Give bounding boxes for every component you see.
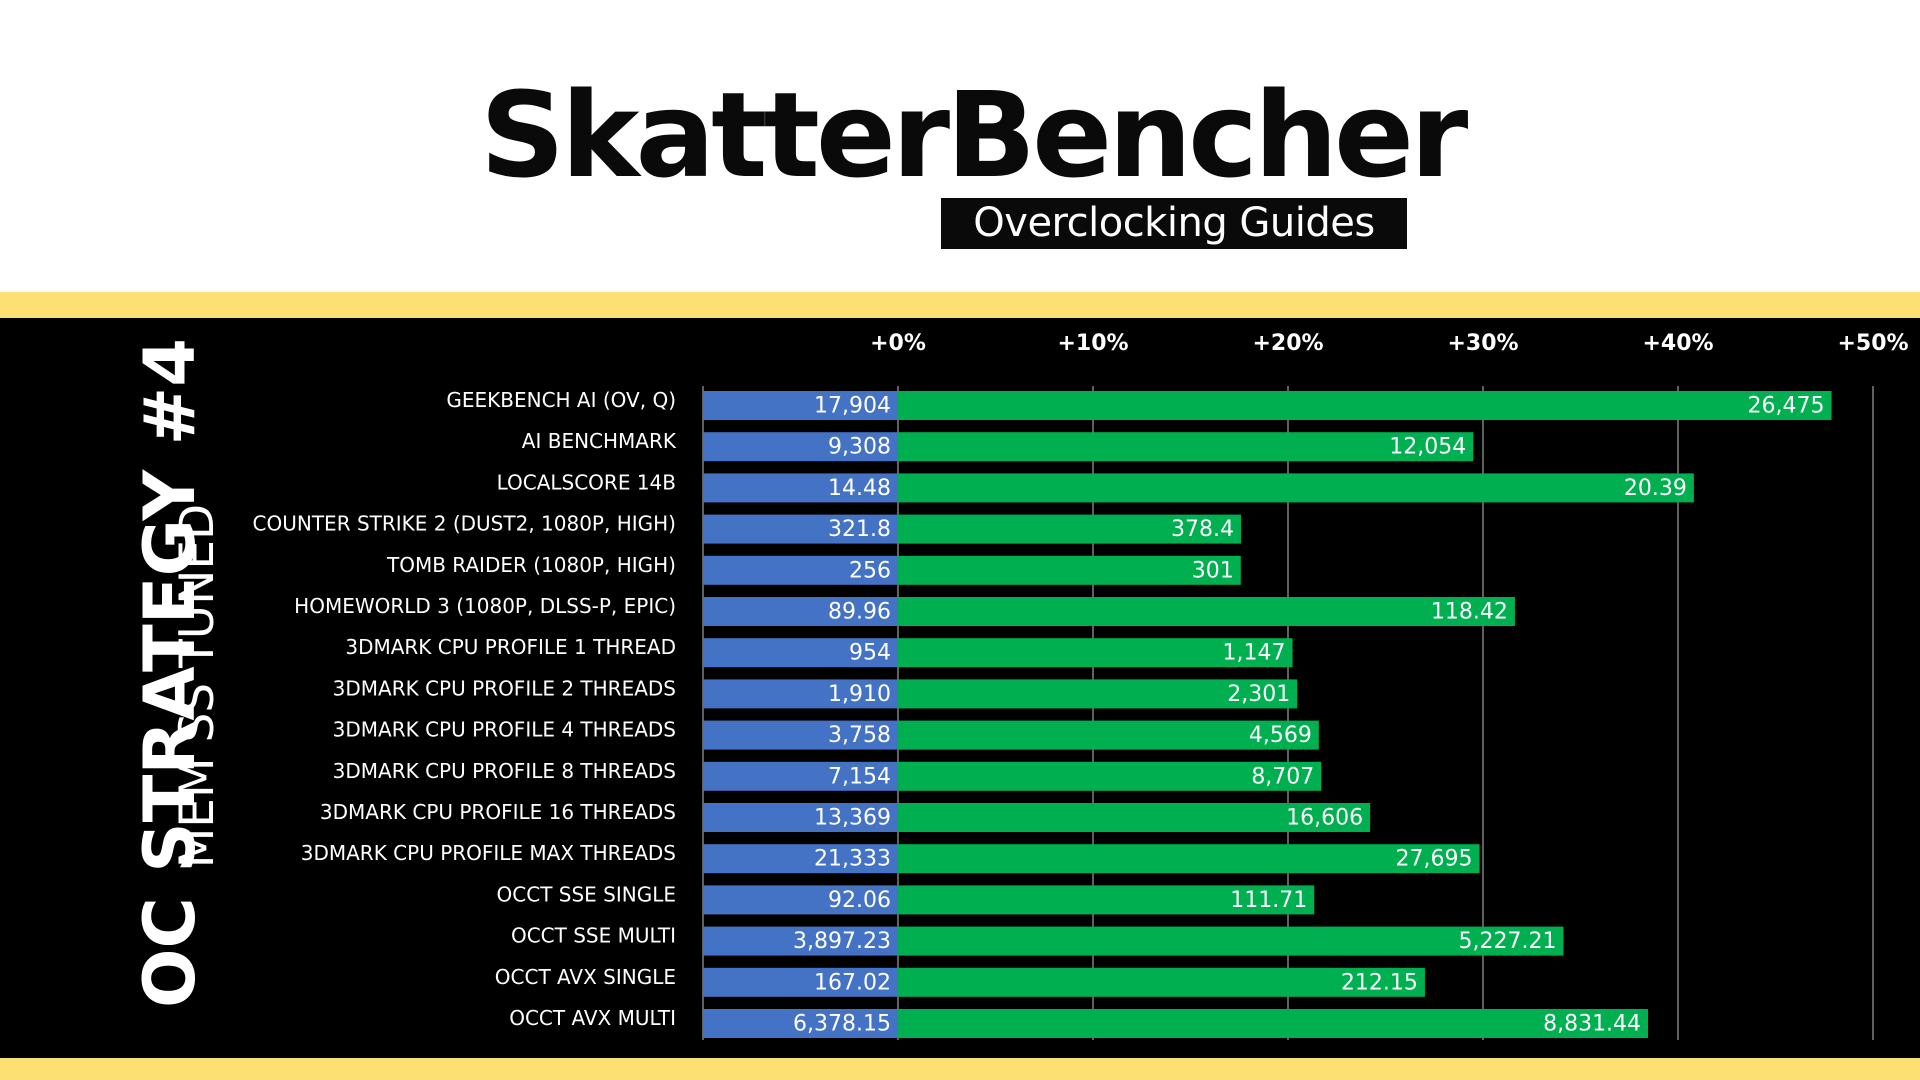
- overclock-bar: [898, 926, 1564, 956]
- baseline-value-label: 954: [849, 641, 891, 666]
- benchmark-chart: +0% +10% +20% +30% +40% +50% GEEKBENCH AI (OV,…: [253, 331, 1909, 1040]
- logo-subtitle: Overclocking Guides: [941, 198, 1407, 249]
- baseline-value-label: 1,910: [828, 682, 891, 707]
- baseline-bar: [703, 885, 898, 915]
- overclock-bar: [898, 720, 1319, 750]
- x-tick-label: +0%: [870, 331, 926, 356]
- logo-title: SkatterBencher: [480, 66, 1468, 204]
- overclock-bar: [898, 514, 1241, 544]
- baseline-value-label: 14.48: [828, 476, 891, 501]
- category-label: 3DMARK CPU PROFILE 2 THREADS: [333, 676, 676, 700]
- baseline-bar: [703, 679, 898, 709]
- top-accent-band: [0, 292, 1920, 318]
- overclock-value-label: 301: [1192, 558, 1234, 583]
- overclock-value-label: 27,695: [1396, 847, 1473, 872]
- baseline-bar: [703, 555, 898, 585]
- baseline-bar: [703, 844, 898, 874]
- baseline-value-label: 6,378.15: [793, 1012, 891, 1037]
- overclock-bar: [898, 432, 1474, 462]
- overclock-bar: [898, 967, 1425, 997]
- overclock-bar: [898, 555, 1241, 585]
- category-label: 3DMARK CPU PROFILE 8 THREADS: [333, 759, 676, 783]
- category-label: LOCALSCORE 14B: [497, 470, 676, 494]
- overclock-bar: [898, 391, 1832, 420]
- baseline-bar: [703, 967, 898, 997]
- baseline-value-label: 167.02: [814, 970, 891, 995]
- overclock-value-label: 212.15: [1341, 970, 1418, 995]
- overclock-value-label: 378.4: [1171, 517, 1234, 542]
- logo: SkatterBencher Overclocking Guides: [0, 0, 1920, 292]
- overclock-value-label: 8,831.44: [1543, 1012, 1641, 1037]
- baseline-value-label: 321.8: [828, 517, 891, 542]
- baseline-value-label: 256: [849, 558, 891, 583]
- overclock-value-label: 5,227.21: [1458, 929, 1556, 954]
- category-label: 3DMARK CPU PROFILE 16 THREADS: [320, 800, 676, 824]
- category-label: COUNTER STRIKE 2 (DUST2, 1080P, HIGH): [253, 512, 676, 536]
- overclock-bar: [898, 803, 1371, 832]
- baseline-bar: [703, 473, 898, 503]
- overclock-bar: [898, 885, 1315, 915]
- category-label: OCCT AVX SINGLE: [495, 965, 676, 989]
- overclock-value-label: 111.71: [1230, 888, 1307, 913]
- bottom-accent-band: [0, 1058, 1920, 1080]
- overclock-value-label: 118.42: [1431, 600, 1508, 625]
- category-label: OCCT AVX MULTI: [509, 1006, 676, 1030]
- overclock-value-label: 2,301: [1227, 682, 1290, 707]
- baseline-bar: [703, 391, 898, 420]
- x-tick-label: +10%: [1057, 331, 1128, 356]
- overclock-value-label: 26,475: [1748, 394, 1825, 419]
- x-tick-label: +40%: [1642, 331, 1713, 356]
- baseline-value-label: 3,758: [828, 723, 891, 748]
- category-label: 3DMARK CPU PROFILE MAX THREADS: [301, 841, 676, 865]
- baseline-bar: [703, 432, 898, 462]
- baseline-value-label: 7,154: [828, 764, 891, 789]
- category-label: 3DMARK CPU PROFILE 4 THREADS: [333, 718, 676, 742]
- category-label: AI BENCHMARK: [522, 429, 677, 453]
- category-label: OCCT SSE SINGLE: [497, 882, 676, 906]
- overclock-bar: [898, 761, 1322, 791]
- overclock-value-label: 8,707: [1251, 764, 1314, 789]
- baseline-bar: [703, 803, 898, 832]
- baseline-value-label: 21,333: [814, 847, 891, 872]
- category-label: HOMEWORLD 3 (1080P, DLSS-P, EPIC): [294, 594, 676, 618]
- category-label: OCCT SSE MULTI: [511, 924, 676, 948]
- overclock-value-label: 1,147: [1223, 641, 1286, 666]
- overclock-bar: [898, 844, 1480, 874]
- baseline-value-label: 17,904: [814, 394, 891, 419]
- baseline-value-label: 92.06: [828, 888, 891, 913]
- baseline-value-label: 9,308: [828, 435, 891, 460]
- baseline-bar: [703, 597, 898, 626]
- overclock-bar: [898, 1009, 1649, 1038]
- baseline-bar: [703, 926, 898, 956]
- x-tick-label: +20%: [1252, 331, 1323, 356]
- overclock-value-label: 20.39: [1624, 476, 1687, 501]
- category-label: TOMB RAIDER (1080P, HIGH): [386, 553, 676, 577]
- baseline-bar: [703, 638, 898, 668]
- overclock-bar: [898, 679, 1298, 709]
- baseline-bar: [703, 720, 898, 750]
- baseline-value-label: 89.96: [828, 600, 891, 625]
- x-tick-label: +30%: [1447, 331, 1518, 356]
- overclock-bar: [898, 638, 1293, 668]
- overclock-value-label: 4,569: [1249, 723, 1312, 748]
- baseline-value-label: 13,369: [814, 806, 891, 831]
- overclock-value-label: 16,606: [1286, 806, 1363, 831]
- baseline-bar: [703, 761, 898, 791]
- overclock-value-label: 12,054: [1389, 435, 1466, 460]
- baseline-bar: [703, 1009, 898, 1038]
- overclock-bar: [898, 473, 1694, 503]
- category-label: 3DMARK CPU PROFILE 1 THREAD: [345, 635, 676, 659]
- baseline-bar: [703, 514, 898, 544]
- category-label: GEEKBENCH AI (OV, Q): [446, 388, 676, 412]
- baseline-value-label: 3,897.23: [793, 929, 891, 954]
- overclock-bar: [898, 597, 1515, 626]
- x-tick-label: +50%: [1837, 331, 1908, 356]
